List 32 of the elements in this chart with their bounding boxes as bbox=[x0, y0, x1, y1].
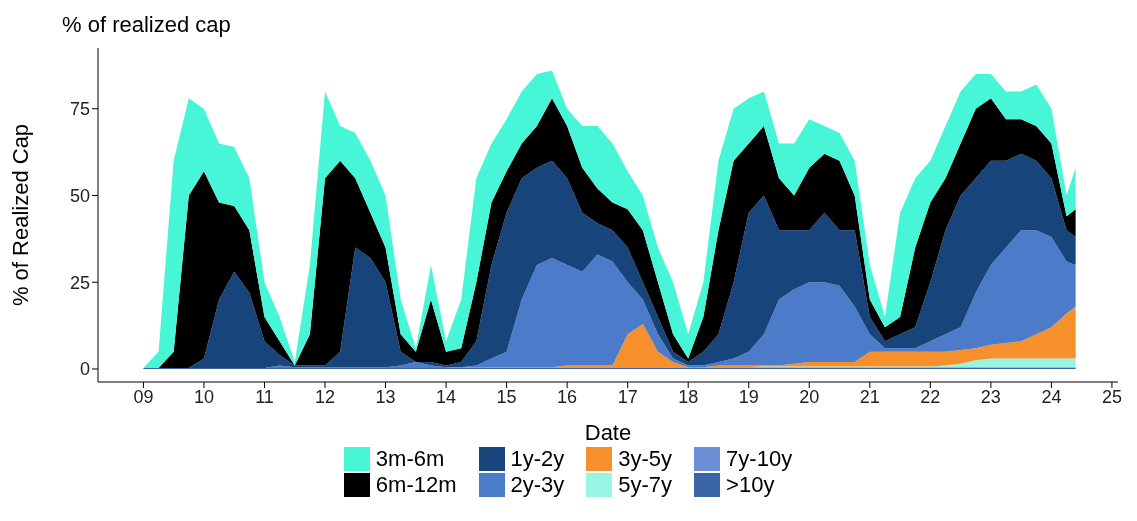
x-tick-label: 16 bbox=[557, 386, 578, 407]
y-tick-label: 75 bbox=[69, 99, 90, 120]
legend-label: 3y-5y bbox=[617, 446, 673, 472]
x-tick-label: 18 bbox=[678, 386, 699, 407]
legend-label: 1y-2y bbox=[509, 446, 565, 472]
legend-label: 7y-10y bbox=[725, 446, 793, 472]
y-tick-label: 50 bbox=[69, 185, 90, 206]
legend-label: 2y-3y bbox=[509, 472, 565, 498]
x-tick-label: 17 bbox=[617, 386, 638, 407]
x-axis-title: Date bbox=[584, 420, 632, 445]
x-tick-label: 20 bbox=[799, 386, 820, 407]
y-axis-title: % of Realized Cap bbox=[7, 123, 33, 307]
legend-label: >10y bbox=[725, 472, 776, 498]
x-tick-label: 23 bbox=[980, 386, 1001, 407]
x-tick-label: 11 bbox=[255, 386, 274, 407]
x-tick-label: 09 bbox=[133, 386, 154, 407]
legend-label: 5y-7y bbox=[617, 472, 673, 498]
x-tick-label: 21 bbox=[859, 386, 880, 407]
x-tick-label: 14 bbox=[436, 386, 457, 407]
x-tick-label: 25 bbox=[1101, 386, 1122, 407]
x-tick-label: 22 bbox=[920, 386, 941, 407]
x-tick-label: 24 bbox=[1041, 386, 1062, 407]
chart-title: % of realized cap bbox=[62, 11, 232, 39]
legend-label: 3m-6m bbox=[374, 446, 446, 472]
x-tick-label: 19 bbox=[738, 386, 759, 407]
y-tick-label: 25 bbox=[69, 272, 90, 293]
x-tick-label: 12 bbox=[314, 386, 336, 407]
x-tick-label: 15 bbox=[496, 386, 517, 407]
x-tick-label: 13 bbox=[375, 386, 396, 407]
x-tick-label: 10 bbox=[193, 386, 214, 407]
y-tick-label: 0 bbox=[79, 359, 90, 380]
legend-label: 6m-12m bbox=[374, 472, 457, 498]
